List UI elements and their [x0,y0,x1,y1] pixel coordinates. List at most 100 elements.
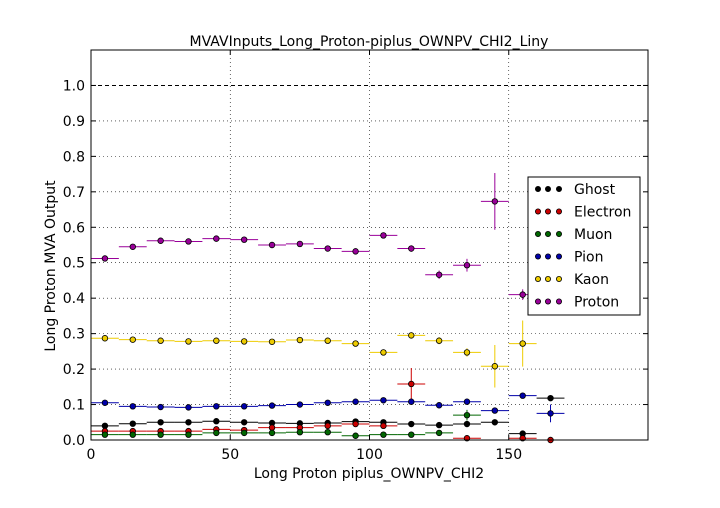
point-marker [268,429,276,437]
point-marker [129,336,136,343]
point-marker [129,243,136,250]
legend-marker [535,230,542,237]
data-point [202,418,231,425]
data-point [174,404,203,411]
data-point [397,245,426,252]
legend-entry-ghost: Ghost [535,182,616,198]
legend-marker [545,185,552,192]
data-point [453,348,481,357]
y-tick-label: 0.4 [63,291,85,307]
point-marker [435,402,443,409]
legend-label: Proton [574,295,619,311]
data-point [341,248,370,255]
point-marker [408,431,415,438]
point-marker [185,431,192,438]
data-point [146,427,175,435]
point-marker [157,419,164,426]
point-marker [519,291,526,298]
point-marker [435,421,443,429]
data-point [536,404,565,423]
data-point [285,336,314,344]
point-marker [101,399,109,406]
data-point [174,238,203,245]
point-marker [408,332,415,339]
point-marker [129,431,136,438]
data-point [118,420,147,427]
point-marker [324,399,331,406]
legend-marker [535,185,542,192]
point-marker [101,255,109,262]
x-tick-label: 150 [495,447,522,463]
data-point [397,431,426,438]
data-point [146,237,175,244]
data-point [258,338,286,345]
y-tick-label: 1.0 [63,78,85,94]
point-marker [129,420,136,427]
point-marker [463,420,471,428]
y-tick-label: 0.6 [63,220,85,236]
point-marker [352,340,359,347]
point-marker [408,245,415,252]
data-point [369,232,398,239]
data-point [369,349,398,356]
legend-label: Pion [574,250,603,266]
data-point [230,429,259,437]
data-point [230,236,259,243]
point-marker [213,418,220,425]
point-marker [157,403,164,411]
point-marker [519,340,526,347]
point-marker [519,392,526,399]
point-marker [185,238,192,245]
data-point [313,245,342,252]
series-proton [91,173,537,300]
point-marker [324,422,331,430]
point-marker [324,245,331,252]
data-point [91,399,119,406]
point-marker [240,429,248,437]
data-point [118,431,147,438]
legend-marker [545,298,552,305]
data-point [341,340,370,347]
data-point [480,407,509,414]
point-marker [380,431,387,438]
data-point [397,368,426,400]
point-marker [157,337,164,344]
legend-marker [556,298,563,305]
data-point [258,429,286,437]
legend-marker [545,208,552,215]
point-marker [491,198,499,205]
legend-marker [545,253,552,260]
data-point [397,420,426,428]
point-marker [547,394,554,402]
series-kaon [91,320,537,388]
point-marker [268,241,276,249]
point-marker [240,338,248,345]
point-marker [491,407,499,414]
plot-area: 0 50 100 150 0.0 0.1 0.2 0.3 0.4 0.5 0.6 0.7 0.8 0.9 1… [63,49,649,463]
point-marker [240,236,248,243]
data-point [369,431,398,438]
data-point [508,392,537,399]
legend-marker [535,253,542,260]
y-tick-label: 0.0 [63,433,85,449]
point-marker [129,403,136,410]
x-tick-label: 100 [356,447,383,463]
data-point [341,398,370,405]
data-point [118,336,147,343]
point-marker [268,402,276,409]
y-axis-label: Long Proton MVA Output [43,180,59,352]
legend-marker [545,230,552,237]
point-marker [352,398,359,405]
legend-marker [556,253,563,260]
data-point [202,429,231,437]
legend-box [527,176,641,316]
point-marker [296,401,304,408]
data-point [285,429,314,436]
data-point [425,402,454,409]
point-marker [157,431,164,438]
point-marker [435,271,443,278]
data-point [397,332,426,339]
point-marker [101,335,109,342]
y-tick-label: 0.7 [63,185,85,201]
data-point [480,344,509,388]
